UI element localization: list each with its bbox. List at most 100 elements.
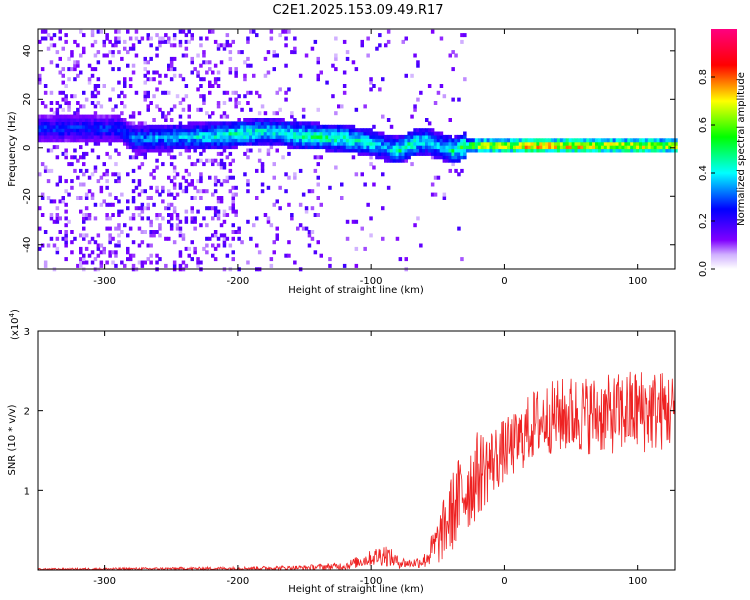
- spectrogram-cell: [193, 219, 197, 224]
- spectrogram-cell: [96, 179, 101, 184]
- spectrogram-cell: [114, 104, 118, 109]
- spectrogram-cell: [325, 138, 329, 143]
- spectrogram-cell: [313, 121, 318, 126]
- spectrogram-cell: [90, 43, 95, 48]
- spectrogram-cell: [533, 138, 537, 143]
- spectrogram-cell: [87, 240, 92, 245]
- spectrogram-cell: [260, 189, 265, 194]
- spectrogram-cell: [278, 87, 282, 92]
- spectrogram-cell: [172, 104, 177, 109]
- spectrogram-cell: [272, 50, 276, 55]
- spectrogram-cell: [87, 114, 92, 119]
- spectrogram-cell: [246, 36, 250, 41]
- spectrogram-cell: [372, 84, 376, 88]
- spectrogram-cell: [38, 118, 42, 122]
- spectrogram-cell: [416, 131, 420, 136]
- spectrogram-cell: [167, 90, 171, 95]
- spectrogram-cell: [117, 131, 121, 136]
- spectrogram-cell: [76, 114, 80, 119]
- spectrogram-cell: [375, 131, 379, 136]
- spectrogram-cell: [337, 128, 341, 133]
- spectrogram-cell: [398, 141, 403, 146]
- spectrogram-cell: [178, 101, 183, 105]
- spectrogram-cell: [90, 33, 95, 38]
- spectrogram-cell: [199, 43, 203, 48]
- spectrogram-cell: [281, 29, 285, 34]
- spectrogram-cell: [193, 121, 197, 126]
- spectrogram-cell: [190, 145, 194, 150]
- spectrogram-cell: [196, 53, 200, 58]
- spectrogram-cell: [425, 148, 429, 153]
- spectrogram-cell: [190, 162, 194, 167]
- spectrogram-cell: [105, 185, 109, 190]
- spectrogram-cell: [46, 168, 51, 173]
- spectrogram-cell: [137, 179, 142, 184]
- spectrogram-cell: [495, 145, 499, 150]
- spectrogram-cell: [386, 155, 391, 160]
- spectrogram-cell: [102, 128, 106, 133]
- spectrogram-cell: [665, 145, 669, 150]
- spectrogram-cell: [190, 206, 194, 211]
- spectrogram-cell: [169, 107, 174, 112]
- spectrogram-cell: [196, 179, 200, 184]
- spectrogram-cell: [331, 94, 335, 99]
- spectrogram-cell: [668, 141, 672, 146]
- spectrogram-cell: [108, 141, 112, 146]
- spectrogram-cell: [246, 56, 250, 61]
- spectrogram-cell: [589, 145, 593, 150]
- spectrogram-cell: [304, 145, 309, 150]
- spectrogram-cell: [609, 145, 614, 150]
- spectrogram-cell: [436, 175, 441, 180]
- spectrogram-cell: [366, 151, 370, 156]
- spectrogram-cell: [401, 141, 405, 146]
- spectrogram-cell: [131, 196, 136, 200]
- spectrogram-cell: [413, 107, 417, 112]
- spectrogram-cell: [263, 73, 268, 78]
- spectrogram-cell: [184, 246, 189, 251]
- spectrogram-cell: [246, 39, 250, 44]
- spectrogram-x-ticks: -300 -200 -100 0 100: [93, 29, 647, 287]
- spectrogram-cell: [211, 253, 215, 258]
- spectrogram-cell: [193, 134, 197, 139]
- spectrogram-cell: [117, 118, 121, 122]
- spectrogram-cell: [126, 138, 130, 143]
- spectrogram-cell: [79, 196, 83, 200]
- spectrogram-cell: [140, 263, 145, 268]
- spectrogram-cell: [354, 172, 359, 177]
- spectrogram-cell: [202, 121, 206, 126]
- spectrogram-cell: [87, 128, 92, 133]
- spectrogram-cell: [225, 253, 230, 258]
- spectrogram-cell: [216, 134, 221, 139]
- spectrogram-cell: [64, 33, 68, 38]
- spectrogram-cell: [369, 151, 373, 156]
- spectrogram-cell: [554, 148, 558, 153]
- spectrogram-cell: [143, 94, 147, 99]
- spectrogram-cell: [199, 196, 203, 200]
- spectrogram-cell: [287, 145, 291, 150]
- spectrogram-cell: [102, 134, 106, 139]
- spectrogram-cell: [87, 131, 92, 136]
- spectrogram-cell: [222, 240, 227, 245]
- spectrogram-cell: [158, 124, 162, 129]
- spectrogram-cell: [61, 236, 65, 241]
- spectrogram-cell: [114, 131, 118, 136]
- spectrogram-cell: [316, 182, 320, 187]
- spectrogram-cell: [169, 162, 174, 167]
- spectrogram-cell: [360, 131, 364, 136]
- spectrogram-cell: [345, 128, 350, 133]
- spectrogram-cell: [190, 134, 194, 139]
- spectrogram-cell: [49, 90, 54, 95]
- spectrogram-cell: [64, 209, 68, 214]
- spectrogram-cell: [105, 138, 109, 143]
- spectrogram-cell: [46, 196, 51, 200]
- spectrogram-cell: [671, 148, 675, 153]
- spectrogram-cell: [108, 121, 112, 126]
- spectrogram-cell: [445, 158, 449, 163]
- spectrogram-cell: [117, 50, 121, 55]
- spectrogram-cell: [337, 138, 341, 143]
- spectrogram-cell: [477, 138, 482, 143]
- spectrogram-cell: [111, 107, 115, 112]
- spectrogram-cell: [49, 43, 54, 48]
- spectrogram-cell: [448, 141, 452, 146]
- spectrogram-cell: [187, 124, 191, 129]
